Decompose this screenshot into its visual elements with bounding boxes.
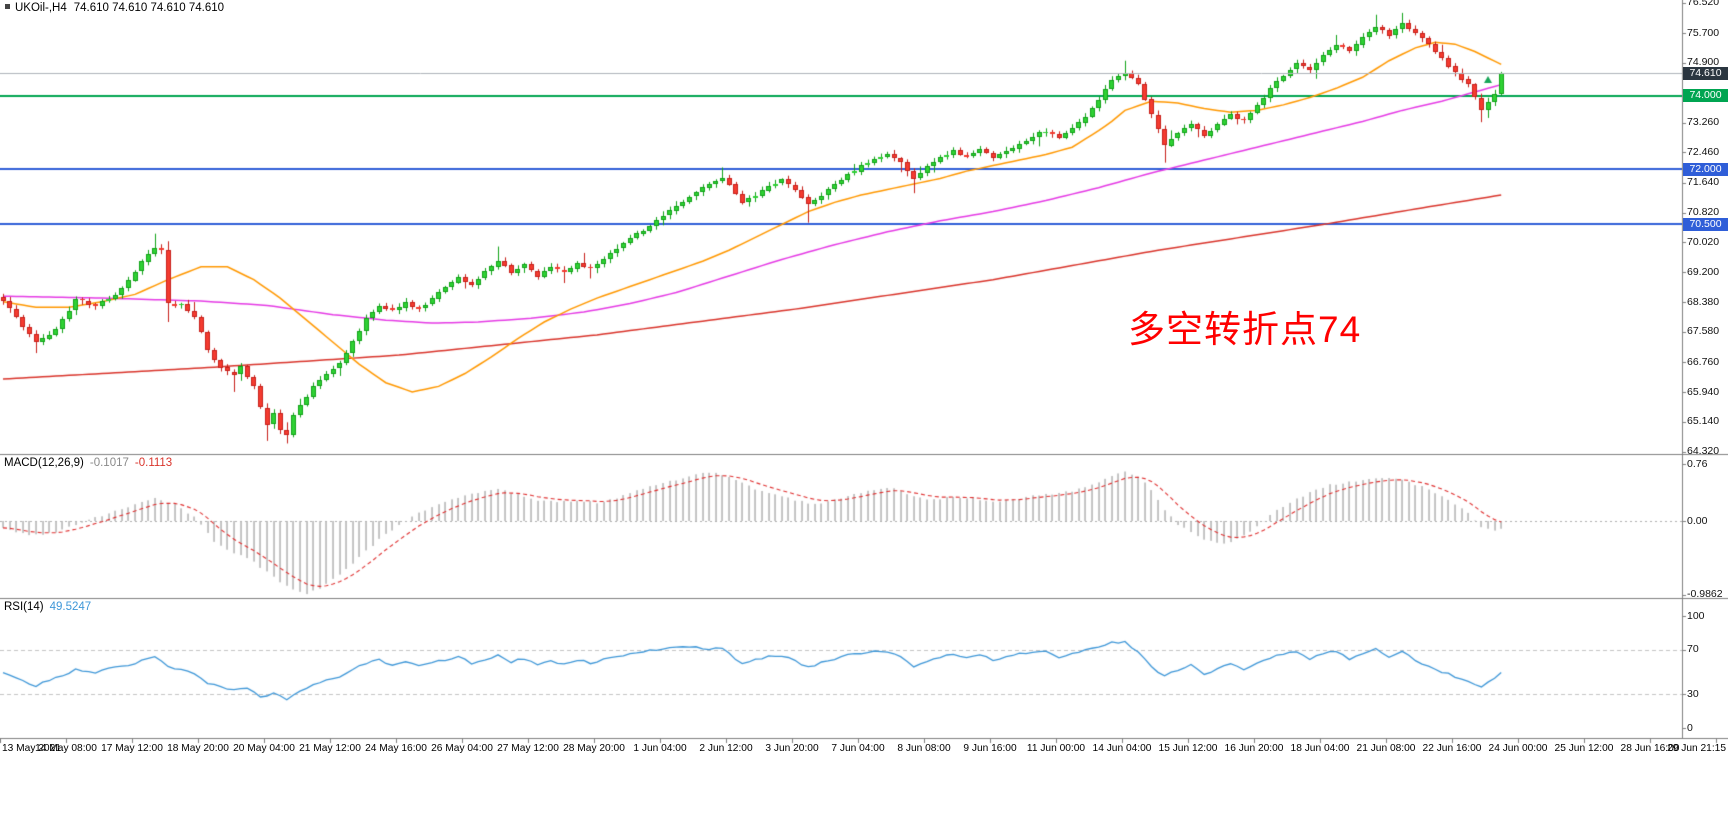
chart-canvas[interactable]: [0, 0, 1728, 836]
mt4-chart-window: UKOil-,H4 74.610 74.610 74.610 74.610 多空转…: [0, 0, 1728, 836]
